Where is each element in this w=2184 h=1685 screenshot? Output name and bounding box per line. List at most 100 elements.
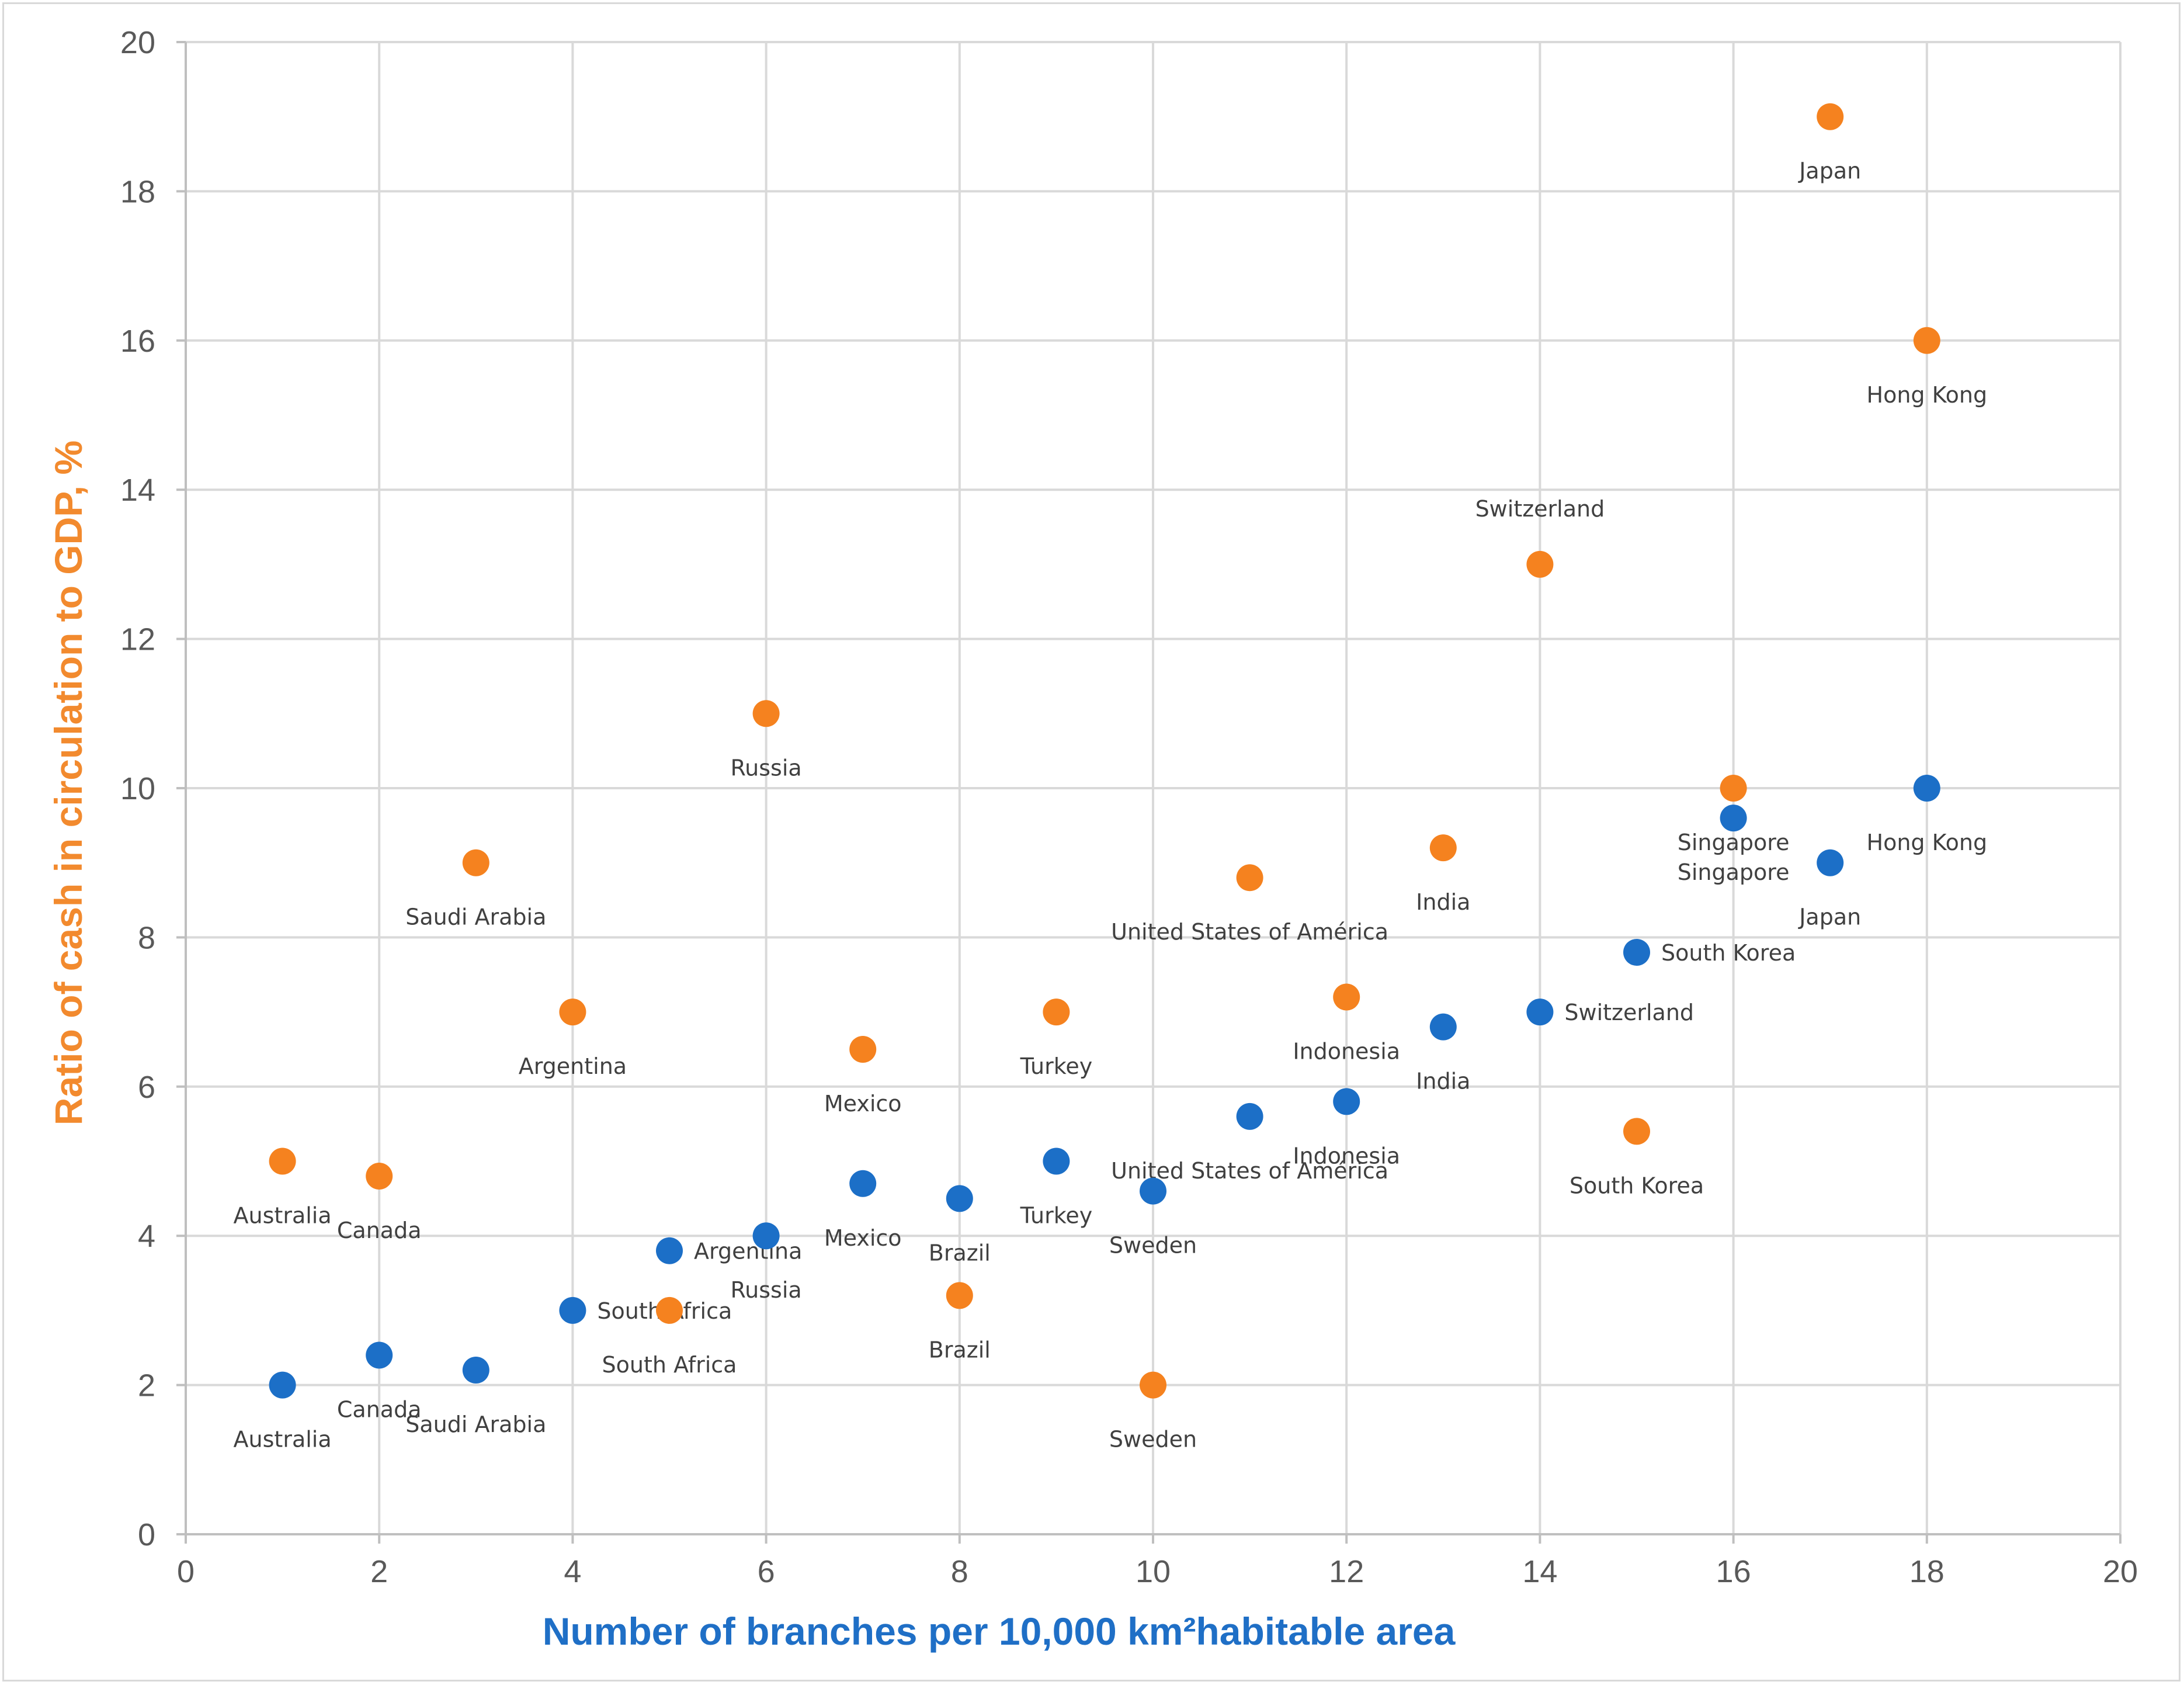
orange-point-turkey [1043, 998, 1070, 1026]
data-label: South Korea [1570, 1173, 1704, 1198]
data-label: Indonesia [1293, 1039, 1400, 1065]
axes [176, 41, 2121, 1544]
data-label: Turkey [1020, 1053, 1093, 1079]
x-tick-label: 10 [1136, 1554, 1171, 1589]
x-tick-label: 20 [2103, 1554, 2138, 1589]
blue-point-turkey [1043, 1147, 1070, 1175]
blue-point-south-korea [1623, 938, 1650, 966]
blue-point-india [1429, 1013, 1457, 1041]
data-points [269, 103, 1940, 1399]
y-tick-label: 20 [120, 25, 155, 60]
blue-point-mexico [849, 1170, 877, 1197]
orange-point-south-korea [1623, 1118, 1650, 1145]
x-axis-title: Number of branches per 10,000 km²habitab… [543, 1610, 1456, 1653]
data-label: Hong Kong [1867, 830, 1988, 855]
data-label: Mexico [824, 1091, 902, 1117]
blue-point-japan [1817, 849, 1844, 876]
data-label: Brazil [929, 1240, 991, 1266]
data-label: Japan [1798, 904, 1861, 930]
blue-point-united-states-of-américa [1236, 1102, 1263, 1130]
blue-point-singapore [1720, 805, 1747, 832]
y-tick-label: 0 [138, 1517, 155, 1552]
data-label: Hong Kong [1867, 382, 1988, 408]
orange-point-indonesia [1333, 983, 1360, 1011]
x-tick-label: 2 [370, 1554, 388, 1589]
y-tick-label: 6 [138, 1070, 155, 1105]
data-label: Brazil [929, 1337, 991, 1362]
y-axis-title: Ratio of cash in circulation to GDP, % [47, 441, 90, 1125]
data-label: Argentina [694, 1239, 802, 1264]
data-label: Russia [730, 1277, 801, 1303]
y-tick-label: 18 [120, 174, 155, 209]
orange-point-sweden [1140, 1371, 1166, 1399]
data-label: Switzerland [1564, 1000, 1694, 1025]
y-tick-label: 10 [120, 771, 155, 806]
data-label: Singapore [1678, 830, 1790, 855]
blue-point-indonesia [1333, 1088, 1360, 1115]
data-label: Switzerland [1475, 496, 1605, 522]
data-label: Sweden [1109, 1427, 1197, 1452]
data-label: Turkey [1020, 1203, 1093, 1229]
orange-point-russia [752, 700, 780, 727]
blue-point-hong-kong [1913, 775, 1940, 802]
orange-point-mexico [849, 1035, 877, 1063]
orange-point-brazil [946, 1282, 973, 1309]
blue-point-australia [269, 1371, 296, 1399]
orange-point-argentina [559, 998, 586, 1026]
orange-point-japan [1817, 103, 1844, 130]
data-label: Saudi Arabia [405, 1412, 546, 1437]
data-label: Mexico [824, 1225, 902, 1251]
blue-point-brazil [946, 1185, 973, 1212]
x-tick-label: 18 [1909, 1554, 1945, 1589]
y-tick-label: 8 [138, 920, 155, 955]
x-tick-label: 14 [1522, 1554, 1557, 1589]
blue-point-argentina [656, 1237, 683, 1264]
orange-point-australia [269, 1147, 296, 1175]
data-label: Canada [337, 1397, 422, 1423]
orange-point-canada [366, 1163, 393, 1190]
y-tick-label: 14 [120, 473, 155, 508]
blue-point-russia [752, 1222, 780, 1250]
data-label: South Korea [1661, 940, 1796, 966]
x-tick-label: 4 [564, 1554, 581, 1589]
blue-point-sweden [1140, 1177, 1166, 1205]
orange-point-united-states-of-américa [1236, 864, 1263, 892]
orange-point-switzerland [1526, 550, 1554, 578]
x-tick-label: 12 [1329, 1554, 1364, 1589]
data-label: Argentina [519, 1053, 627, 1079]
data-label: Russia [730, 755, 801, 781]
y-tick-label: 2 [138, 1368, 155, 1403]
orange-point-south-africa [656, 1296, 683, 1324]
blue-point-saudi-arabia [462, 1357, 489, 1384]
y-tick-label: 4 [138, 1219, 155, 1254]
orange-point-india [1429, 834, 1457, 862]
y-tick-label: 12 [120, 622, 155, 657]
blue-point-switzerland [1526, 998, 1554, 1026]
data-label: United States of América [1111, 919, 1388, 945]
data-label: India [1416, 889, 1470, 915]
orange-point-hong-kong [1913, 327, 1940, 354]
data-label: Canada [337, 1218, 422, 1243]
data-label: Indonesia [1293, 1143, 1400, 1169]
data-label: Australia [234, 1427, 332, 1452]
x-tick-label: 6 [758, 1554, 775, 1589]
x-tick-label: 0 [177, 1554, 195, 1589]
blue-point-canada [366, 1341, 393, 1369]
x-tick-label: 8 [951, 1554, 968, 1589]
x-tick-label: 16 [1716, 1554, 1751, 1589]
data-label: Singapore [1678, 859, 1790, 885]
orange-point-saudi-arabia [462, 849, 489, 876]
tick-labels: 0 2 4 6 8 10 12 14 16 18 20 0 2 4 6 8 10 12 14 16 18 20 [120, 25, 2138, 1589]
data-label: Saudi Arabia [405, 904, 546, 930]
grid-lines [186, 41, 2121, 1534]
data-label: India [1416, 1069, 1470, 1094]
data-label: Australia [234, 1203, 332, 1229]
data-label: South Africa [602, 1352, 737, 1378]
data-label: Japan [1798, 158, 1861, 184]
data-label: Sweden [1109, 1233, 1197, 1258]
blue-point-south-africa [559, 1296, 586, 1324]
orange-point-singapore [1720, 775, 1747, 802]
